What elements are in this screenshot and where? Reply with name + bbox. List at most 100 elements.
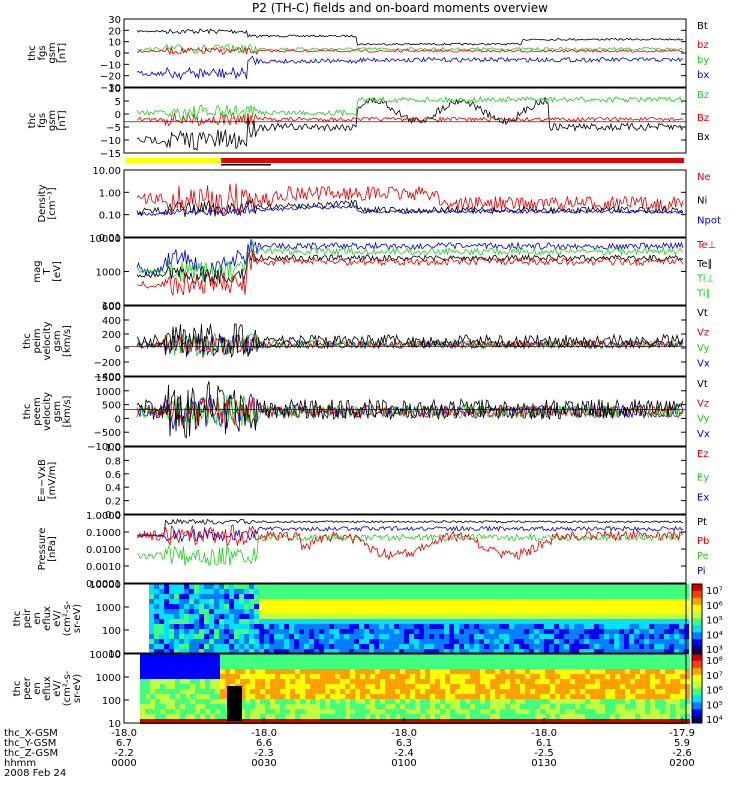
y-axis-label: thcfgsgsm[nT] xyxy=(27,110,68,131)
y-tick-label: 5 xyxy=(115,97,121,108)
flag-red xyxy=(221,158,684,163)
trace-Bx xyxy=(136,96,684,152)
y-tick-label: −400 xyxy=(94,372,121,383)
panels: 3020100−10−20−30thcfgsgsm[nT]Btbzbybx105… xyxy=(12,15,723,730)
xaxis-value: 0200 xyxy=(669,758,694,769)
data-gap xyxy=(227,686,242,721)
y-tick-label: 1.00 xyxy=(99,188,121,199)
legend-Vz: Vz xyxy=(697,398,709,409)
xaxis-value: 6.1 xyxy=(536,738,552,749)
y-tick-label: 0.2 xyxy=(105,497,121,508)
y-axis-label: thcfgsgsm[nT] xyxy=(27,42,68,63)
y-tick-label: 0.0100 xyxy=(86,545,121,556)
y-tick-label: −10 xyxy=(100,136,121,147)
xaxis-value: -2.2 xyxy=(114,748,134,759)
y-tick-label: 0.10 xyxy=(99,211,121,222)
colorbar-label: 10⁷ xyxy=(706,586,723,597)
legend-Te∥: Te∥ xyxy=(696,259,713,270)
y-tick-label: 30 xyxy=(108,15,121,26)
y-tick-label: 1.0000 xyxy=(86,511,121,522)
y-tick-label: 10 xyxy=(108,649,121,660)
colorbar-segment xyxy=(692,646,702,654)
xaxis-value: -18.0 xyxy=(111,728,137,739)
panel-frame xyxy=(123,87,687,154)
xaxis-row-label: thc_X-GSM xyxy=(4,728,58,739)
y-axis-label: Density[cm⁻³] xyxy=(37,184,58,222)
trace-Til xyxy=(136,240,684,283)
legend-Ti∥: Ti∥ xyxy=(696,288,711,299)
y-tick-label: 10 xyxy=(108,84,121,95)
y-tick-label: 1000 xyxy=(96,268,121,279)
y-tick-label: −200 xyxy=(94,358,121,369)
y-tick-label: 100 xyxy=(102,301,121,312)
colorbar-label: 10⁵ xyxy=(706,700,723,711)
xaxis-value: 5.9 xyxy=(674,738,690,749)
trace-Vx xyxy=(136,333,684,357)
colorbar-segment xyxy=(692,681,702,689)
legend-Bx: Bx xyxy=(697,132,710,143)
trace-Pe xyxy=(136,532,684,566)
y-tick-label: 1500 xyxy=(96,373,121,384)
panel-frame xyxy=(123,446,687,515)
colorbar-segment xyxy=(692,584,702,592)
panel-pressure: 1.0000 0.1000 0.0100 0.0010 0.0001 Pressure[n… xyxy=(37,511,709,590)
y-tick-label: 0 xyxy=(115,110,121,121)
date-label: 2008 Feb 24 xyxy=(4,768,66,779)
trace-Bz-green xyxy=(136,95,684,121)
panel-ion-velocity: 600 400 200 0 −200 −400 thcpeimvelocitygsm[km/… xyxy=(22,302,710,383)
y-tick-label: 0.01 xyxy=(99,233,121,244)
y-tick-label: 10000 xyxy=(89,234,121,245)
legend-by: by xyxy=(697,55,709,66)
y-tick-label: 10000 xyxy=(89,650,121,661)
y-axis-label: thcpeerenefluxeV/(cm²-s-sr-eV) xyxy=(12,670,83,706)
colorbar-label: 10⁷ xyxy=(706,671,723,682)
flag-black xyxy=(221,164,271,166)
flag-yellow xyxy=(126,158,221,163)
y-tick-label: 0.4 xyxy=(105,483,121,494)
legend-Pb: Pb xyxy=(697,536,709,547)
legend-Pt: Pt xyxy=(697,517,707,528)
y-axis-label: magT[eV] xyxy=(32,260,63,282)
colorbar-label: 10⁶ xyxy=(706,601,723,612)
legend-Vy: Vy xyxy=(697,343,710,354)
xaxis-row-label: hhmm xyxy=(4,758,36,769)
trace-Vt xyxy=(136,323,684,359)
y-tick-label: −30 xyxy=(100,83,121,94)
trace-Npot xyxy=(136,203,684,217)
y-tick-label: 10.00 xyxy=(92,166,121,177)
plot-title: P2 (TH-C) fields and on-board moments ov… xyxy=(252,1,548,15)
xaxis-value: 0130 xyxy=(531,758,556,769)
xaxis-value: 6.3 xyxy=(396,738,412,749)
legend-Vt: Vt xyxy=(697,308,708,319)
xaxis-value: -17.9 xyxy=(669,728,695,739)
colorbar-label: 10⁸ xyxy=(706,656,723,667)
colorbar-segment xyxy=(692,632,702,640)
y-tick-label: 200 xyxy=(102,330,121,341)
y-tick-label: 0.8 xyxy=(105,456,121,467)
trace-bz xyxy=(136,46,684,56)
time-axis: thc_X-GSM -18.0 -18.0 -18.0 -18.0 -17.9 thc_Y-… xyxy=(4,718,695,779)
legend-Ez: Ez xyxy=(697,449,709,460)
y-tick-label: 10000 xyxy=(89,580,121,591)
y-tick-label: 10 xyxy=(108,719,121,730)
colorbar-segment xyxy=(692,618,702,626)
colorbar-segment xyxy=(692,660,702,669)
y-tick-label: 1000 xyxy=(96,603,121,614)
legend-Vx: Vx xyxy=(697,359,710,370)
trace-Bz-red xyxy=(136,111,684,127)
trace-Ne xyxy=(136,183,684,217)
trace-Tepar xyxy=(136,252,684,285)
y-tick-label: 100 xyxy=(102,626,121,637)
panel-density: 10.00 1.00 0.10 0.01 Density[cm⁻³] Ne Ni Npot xyxy=(37,166,721,244)
y-axis-label: thcpeirenefluxeV/(cm²-s-sr-eV) xyxy=(12,600,83,636)
y-tick-label: 500 xyxy=(102,401,121,412)
colorbar-label: 10⁵ xyxy=(706,616,723,627)
colorbar-segment xyxy=(692,688,702,696)
legend-Ni: Ni xyxy=(697,196,707,207)
legend-Ex: Ex xyxy=(697,492,709,503)
y-tick-label: −5 xyxy=(106,123,121,134)
colorbar xyxy=(691,583,703,654)
legend-Bz: Bz xyxy=(697,113,709,124)
